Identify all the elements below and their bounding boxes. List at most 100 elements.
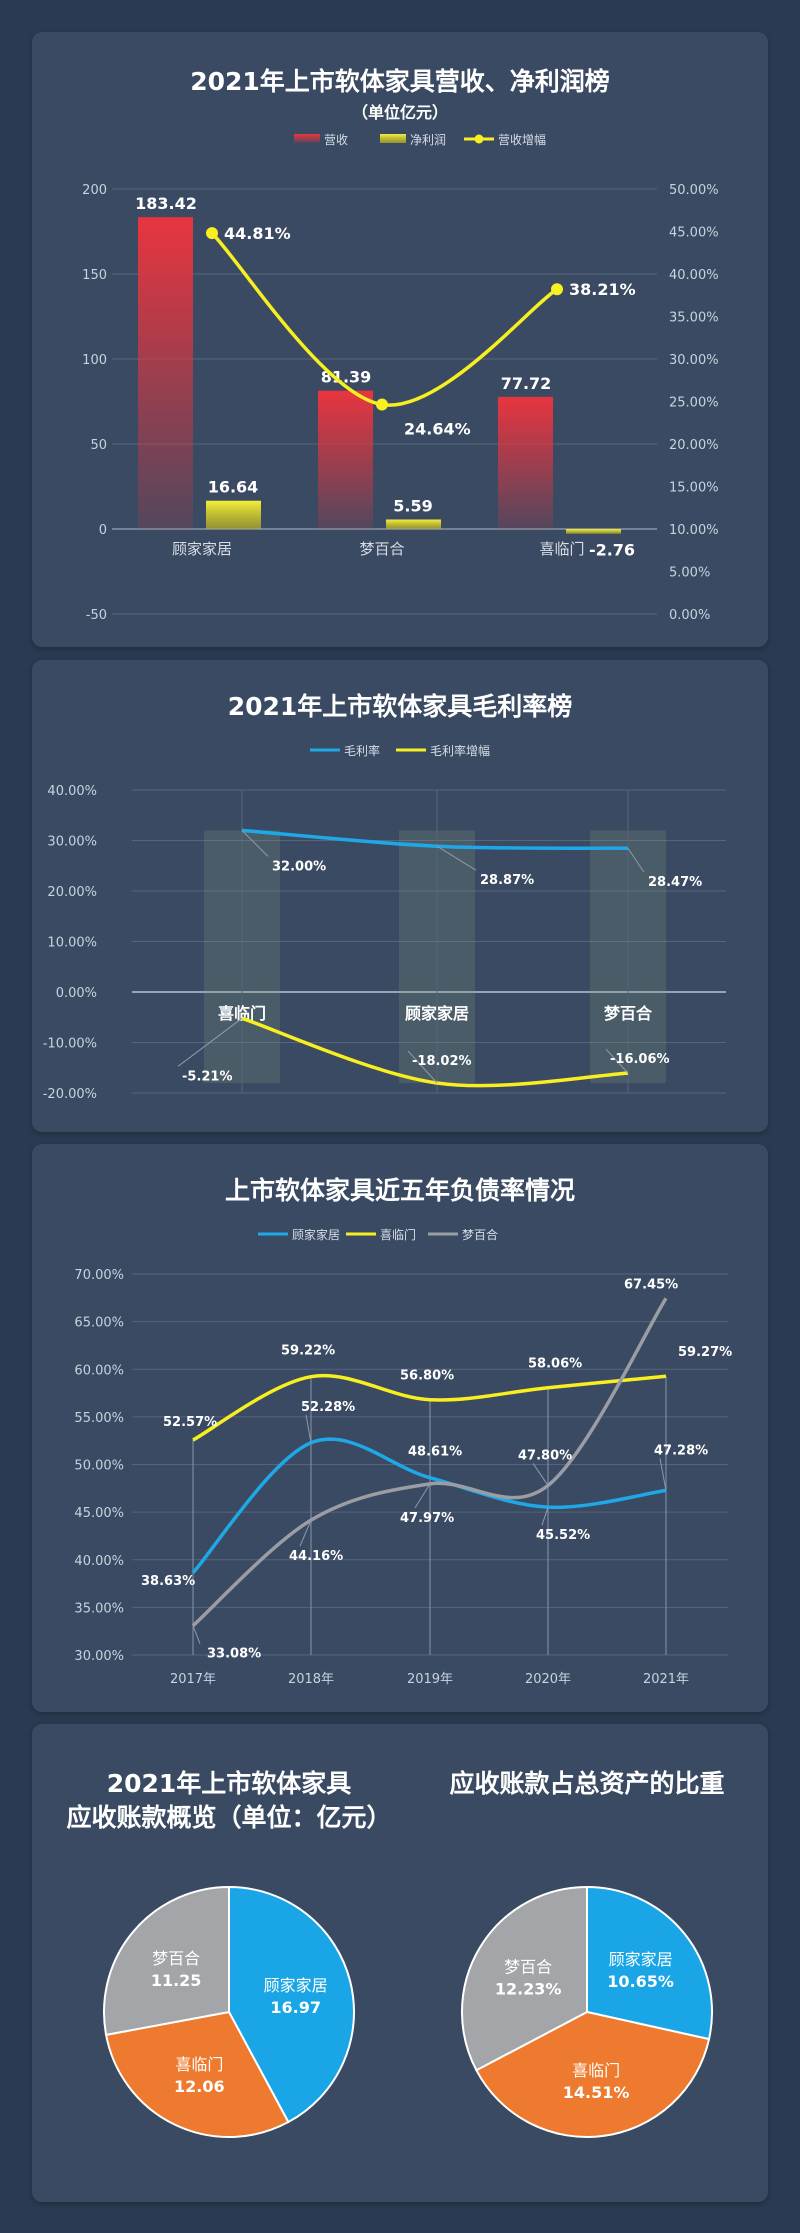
y-tick-label: -50 <box>86 608 107 623</box>
receivables-panel: 2021年上市软体家具应收账款概览（单位：亿元） 顾家家居 16.97 喜临门 12.0… <box>32 1724 768 2202</box>
legend-marker <box>474 134 484 144</box>
pie-slice-value: 16.97 <box>270 1998 321 2017</box>
bar-net-profit <box>206 500 261 529</box>
y-tick-label: 50 <box>90 438 107 453</box>
bar-net-profit <box>566 529 621 534</box>
y2-tick-label: 5.00% <box>669 566 710 581</box>
point-revenue-growth <box>376 398 388 411</box>
y-tick-label: -10.00% <box>43 1037 97 1052</box>
legend-swatch <box>380 134 406 143</box>
line-debt-ratio <box>192 1373 667 1442</box>
chart-title: 2021年上市软体家具 <box>107 1769 352 1798</box>
category-label: 顾家家居 <box>405 1004 469 1023</box>
pie-slice-value: 12.23% <box>495 1979 562 1998</box>
label-net-profit: -2.76 <box>589 541 635 560</box>
label-debt-ratio: 59.27% <box>678 1345 732 1360</box>
y2-tick-label: 25.00% <box>669 396 719 411</box>
label-revenue: 183.42 <box>135 194 197 213</box>
chart-title: 应收账款占总资产的比重 <box>449 1769 724 1798</box>
y-tick-label: 150 <box>82 268 107 283</box>
leader-line <box>605 1048 629 1074</box>
category-label: 喜临门 <box>539 540 584 558</box>
line-debt-ratio <box>191 1437 667 1574</box>
label-net-profit: 16.64 <box>208 478 259 497</box>
label-debt-ratio: 47.97% <box>400 1511 454 1526</box>
legend-label: 营收增幅 <box>498 132 546 147</box>
pie-slice-value: 12.06 <box>174 2077 225 2096</box>
line-gross-margin <box>241 828 629 850</box>
label-debt-ratio: 67.45% <box>624 1277 678 1292</box>
label-gross-margin: 28.87% <box>480 873 534 888</box>
y2-tick-label: 20.00% <box>669 438 719 453</box>
legend-label: 净利润 <box>410 133 446 147</box>
leader-line <box>659 1458 667 1491</box>
label-debt-ratio: 44.16% <box>289 1549 343 1564</box>
label-debt-ratio: 58.06% <box>528 1357 582 1372</box>
label-debt-ratio: 48.61% <box>408 1445 462 1460</box>
label-revenue-growth: 24.64% <box>404 420 471 439</box>
revenue-profit-panel: 2021年上市软体家具营收、净利润榜 （单位亿元） 营收 净利润 营收增幅 200 150 1… <box>32 32 768 647</box>
leader-line <box>414 1483 431 1509</box>
y2-tick-label: 15.00% <box>669 481 719 496</box>
leader-line <box>436 845 477 871</box>
category-label: 顾家家居 <box>172 540 232 558</box>
y-tick-label: 40.00% <box>74 1554 124 1569</box>
y2-tick-label: 0.00% <box>669 608 710 623</box>
leader-line <box>407 1050 438 1084</box>
label-revenue: 77.72 <box>501 374 552 393</box>
y-tick-label: 55.00% <box>74 1411 124 1426</box>
y-tick-label: 50.00% <box>74 1459 124 1474</box>
pie-slice-name: 喜临门 <box>175 2055 223 2074</box>
pie-slice-value: 10.65% <box>607 1972 674 1991</box>
label-debt-ratio: 56.80% <box>400 1369 454 1384</box>
y-tick-label: 20.00% <box>47 885 97 900</box>
pie-slice <box>586 1885 713 2041</box>
label-debt-ratio: 52.57% <box>163 1415 217 1430</box>
y2-tick-label: 50.00% <box>669 183 719 198</box>
bar-revenue <box>498 396 553 529</box>
chart-title: 应收账款概览（单位：亿元） <box>66 1803 391 1832</box>
label-revenue: 81.39 <box>321 368 372 387</box>
legend-swatch <box>294 134 320 143</box>
label-revenue-growth: 44.81% <box>224 224 291 243</box>
label-debt-ratio: 45.52% <box>536 1528 590 1543</box>
pie-slice <box>475 2010 711 2138</box>
label-revenue-growth: 38.21% <box>569 280 636 299</box>
gross-margin-panel: 2021年上市软体家具毛利率榜 毛利率 毛利率增幅 40.00% 30.00% 20.00… <box>32 660 768 1132</box>
leader-line <box>541 1507 549 1526</box>
leader-line <box>299 1519 312 1547</box>
point-revenue-growth <box>551 283 563 296</box>
label-gross-margin-growth: -16.06% <box>610 1052 670 1067</box>
y2-tick-label: 30.00% <box>669 353 719 368</box>
legend-label: 毛利率 <box>344 743 380 758</box>
y2-tick-label: 10.00% <box>669 523 719 538</box>
y-tick-label: -20.00% <box>43 1087 97 1102</box>
x-tick-label: 2020年 <box>525 1672 571 1687</box>
pie-slice-name: 顾家家居 <box>264 1976 328 1995</box>
pie-slice-name: 梦百合 <box>152 1949 200 1968</box>
pie-slice-name: 顾家家居 <box>609 1950 673 1969</box>
category-label: 梦百合 <box>359 540 404 558</box>
x-tick-label: 2017年 <box>170 1672 216 1687</box>
bar-net-profit <box>386 519 441 529</box>
y-tick-label: 65.00% <box>74 1316 124 1331</box>
pie-slice-name: 喜临门 <box>572 2061 620 2080</box>
chart-title: 2021年上市软体家具营收、净利润榜 <box>190 67 610 96</box>
label-debt-ratio: 59.22% <box>281 1344 335 1359</box>
chart-title: 2021年上市软体家具毛利率榜 <box>228 692 573 721</box>
pie-slice <box>228 1885 355 2124</box>
legend-label: 营收 <box>324 133 348 147</box>
y-tick-label: 30.00% <box>47 835 97 850</box>
y-tick-label: 30.00% <box>74 1649 124 1664</box>
point-revenue-growth <box>206 227 218 240</box>
y-tick-label: 0.00% <box>56 986 97 1001</box>
label-gross-margin-growth: -18.02% <box>412 1054 472 1069</box>
x-tick-label: 2021年 <box>643 1672 689 1687</box>
debt-ratio-panel: 上市软体家具近五年负债率情况 顾家家居 喜临门 梦百合 70.00% 65.00% 60.0… <box>32 1144 768 1712</box>
leader-line <box>627 847 645 873</box>
legend-label: 毛利率增幅 <box>430 743 490 758</box>
x-tick-label: 2019年 <box>407 1672 453 1687</box>
label-gross-margin-growth: -5.21% <box>182 1069 233 1084</box>
